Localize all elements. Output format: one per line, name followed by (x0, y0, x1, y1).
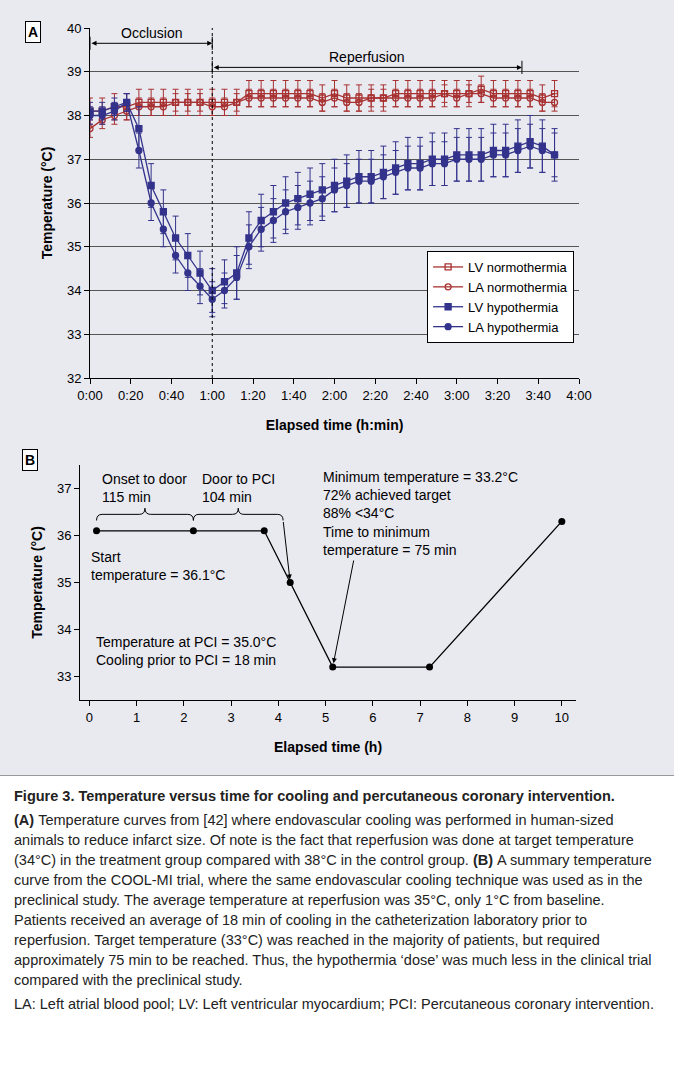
svg-text:2:20: 2:20 (363, 388, 388, 403)
svg-text:10: 10 (555, 710, 569, 725)
svg-text:2: 2 (180, 710, 187, 725)
svg-text:3:00: 3:00 (444, 388, 469, 403)
svg-text:33: 33 (57, 669, 71, 684)
svg-text:3: 3 (228, 710, 235, 725)
svg-text:32: 32 (67, 371, 81, 386)
svg-text:Elapsed time (h): Elapsed time (h) (274, 739, 382, 755)
svg-text:3:40: 3:40 (526, 388, 551, 403)
svg-text:Minimum temperature = 33.2°C72: Minimum temperature = 33.2°C72% achieved… (323, 469, 518, 558)
svg-text:B: B (25, 452, 35, 468)
svg-text:3:20: 3:20 (485, 388, 510, 403)
svg-text:Temperature (°C): Temperature (°C) (39, 147, 55, 260)
svg-text:37: 37 (57, 481, 71, 496)
svg-text:1:20: 1:20 (240, 388, 265, 403)
svg-text:8: 8 (464, 710, 471, 725)
svg-text:2:00: 2:00 (322, 388, 347, 403)
svg-text:LV hypothermia: LV hypothermia (468, 300, 559, 315)
svg-text:LV normothermia: LV normothermia (468, 260, 568, 275)
svg-text:40: 40 (67, 21, 81, 36)
svg-text:0: 0 (86, 710, 93, 725)
svg-text:0:20: 0:20 (118, 388, 143, 403)
svg-text:LA hypothermia: LA hypothermia (468, 320, 559, 335)
svg-text:0:00: 0:00 (77, 388, 102, 403)
html-text:(A) Temperature curves from [4: (A) Temperature curves from [42] where e… (14, 812, 652, 988)
svg-text:36: 36 (67, 196, 81, 211)
svg-text:1:40: 1:40 (281, 388, 306, 403)
svg-text:LA normothermia: LA normothermia (468, 280, 568, 295)
svg-text:0:40: 0:40 (159, 388, 184, 403)
svg-text:36: 36 (57, 528, 71, 543)
svg-text:Temperature at PCI = 35.0°CCoo: Temperature at PCI = 35.0°CCooling prior… (96, 634, 276, 668)
svg-text:39: 39 (67, 64, 81, 79)
svg-text:34: 34 (57, 622, 71, 637)
svg-text:1:00: 1:00 (200, 388, 225, 403)
svg-text:2:40: 2:40 (403, 388, 428, 403)
svg-text:Starttemperature = 36.1°C: Starttemperature = 36.1°C (91, 549, 225, 583)
svg-text:38: 38 (67, 108, 81, 123)
svg-text:34: 34 (67, 283, 81, 298)
svg-text:Elapsed time (h:min): Elapsed time (h:min) (266, 417, 404, 433)
svg-text:7: 7 (416, 710, 423, 725)
svg-text:Onset to door115 min: Onset to door115 min (102, 471, 187, 505)
html-text:Figure 3. Temperature versus t: Figure 3. Temperature versus time for co… (14, 788, 615, 804)
svg-text:Door to PCI104 min: Door to PCI104 min (202, 471, 275, 505)
svg-text:A: A (28, 24, 38, 40)
svg-text:1: 1 (133, 710, 140, 725)
svg-text:4: 4 (275, 710, 282, 725)
html-text:LA: Left atrial blood pool; LV: LA: Left atrial blood pool; LV: Left ven… (14, 996, 654, 1012)
svg-text:35: 35 (67, 239, 81, 254)
svg-text:6: 6 (369, 710, 376, 725)
svg-text:9: 9 (511, 710, 518, 725)
svg-text:Occlusion: Occlusion (121, 25, 182, 41)
svg-text:37: 37 (67, 152, 81, 167)
svg-text:Temperature (°C): Temperature (°C) (29, 526, 45, 639)
svg-text:4:00: 4:00 (566, 388, 591, 403)
svg-text:33: 33 (67, 327, 81, 342)
svg-text:35: 35 (57, 575, 71, 590)
svg-text:Reperfusion: Reperfusion (329, 49, 405, 65)
svg-text:5: 5 (322, 710, 329, 725)
